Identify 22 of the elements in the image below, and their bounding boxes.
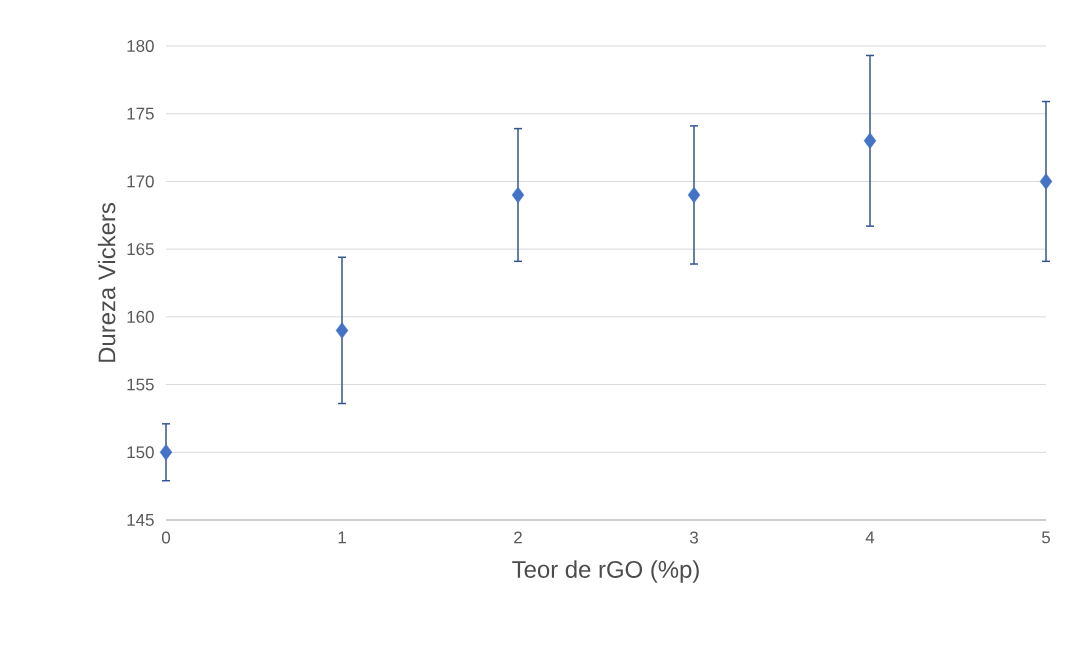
y-tick-label: 160 xyxy=(127,310,154,323)
x-tick-label: 0 xyxy=(161,531,171,544)
y-tick-label: 180 xyxy=(127,40,154,52)
x-axis-title: Teor de rGO (%p) xyxy=(512,560,699,583)
y-tick-label: 155 xyxy=(127,378,154,391)
point xyxy=(335,322,349,339)
y-axis-title: Dureza Vickers xyxy=(97,203,116,362)
x-tick-label: 3 xyxy=(689,531,698,544)
point xyxy=(159,444,173,461)
point xyxy=(1039,173,1053,190)
x-tick-label: 2 xyxy=(514,531,522,544)
y-tick-label: 175 xyxy=(127,107,154,120)
x-tick-label: 1 xyxy=(338,531,346,544)
x-tick-label: 4 xyxy=(865,531,875,544)
y-tick-label: 145 xyxy=(127,514,154,526)
point xyxy=(511,186,525,204)
y-tick-label: 165 xyxy=(127,243,154,256)
x-tick-label: 5 xyxy=(1041,531,1050,544)
point xyxy=(863,132,877,149)
point xyxy=(687,186,701,204)
y-tick-label: 150 xyxy=(127,446,154,459)
y-tick-label: 170 xyxy=(127,175,154,188)
